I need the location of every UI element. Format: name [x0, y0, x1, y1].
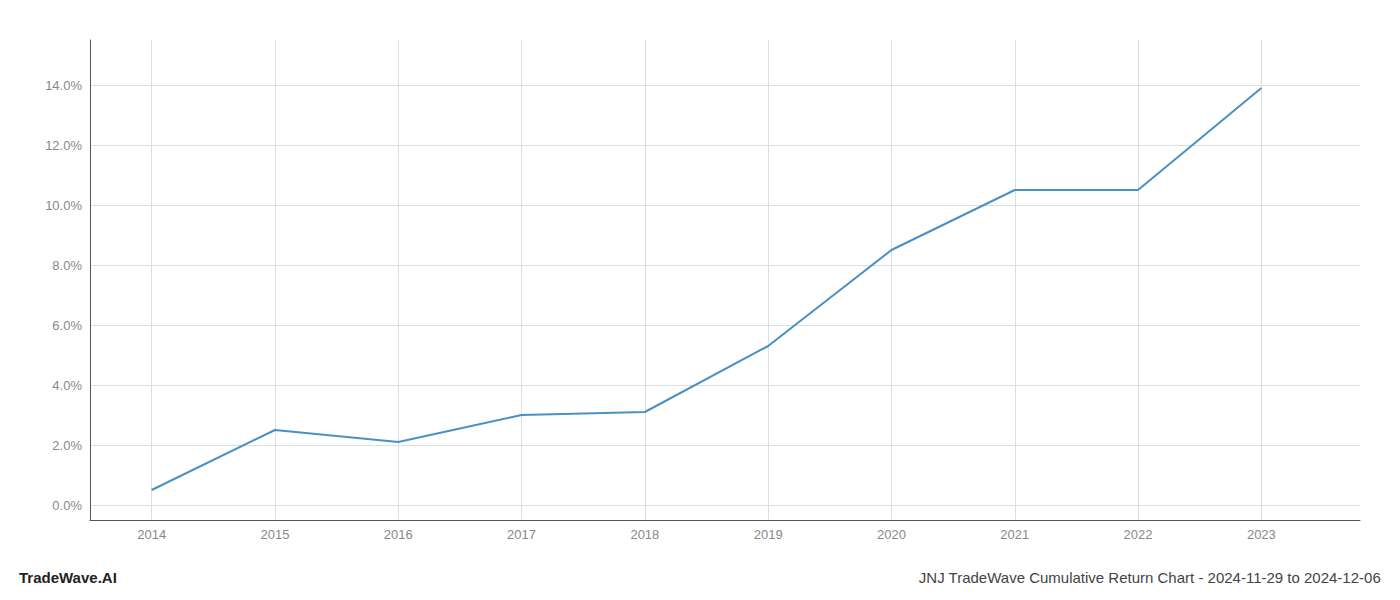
svg-text:2017: 2017 [507, 527, 536, 542]
svg-text:10.0%: 10.0% [45, 198, 82, 213]
svg-text:2018: 2018 [630, 527, 659, 542]
svg-text:2023: 2023 [1247, 527, 1276, 542]
svg-text:2022: 2022 [1124, 527, 1153, 542]
svg-text:14.0%: 14.0% [45, 78, 82, 93]
svg-text:2019: 2019 [754, 527, 783, 542]
svg-text:2.0%: 2.0% [52, 438, 82, 453]
svg-text:2021: 2021 [1000, 527, 1029, 542]
svg-text:JNJ TradeWave Cumulative Retur: JNJ TradeWave Cumulative Return Chart - … [919, 569, 1381, 586]
svg-text:4.0%: 4.0% [52, 378, 82, 393]
svg-text:TradeWave.AI: TradeWave.AI [19, 569, 117, 586]
svg-text:2016: 2016 [384, 527, 413, 542]
svg-text:2020: 2020 [877, 527, 906, 542]
svg-text:2014: 2014 [137, 527, 166, 542]
svg-text:0.0%: 0.0% [52, 498, 82, 513]
svg-text:12.0%: 12.0% [45, 138, 82, 153]
svg-text:6.0%: 6.0% [52, 318, 82, 333]
svg-text:2015: 2015 [260, 527, 289, 542]
svg-text:8.0%: 8.0% [52, 258, 82, 273]
